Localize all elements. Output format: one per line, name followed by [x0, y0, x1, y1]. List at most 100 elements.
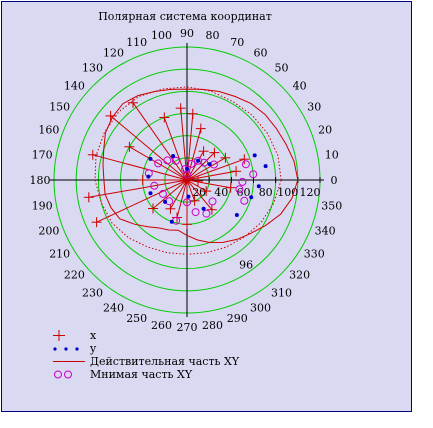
angle-tick-label: 330: [304, 248, 325, 261]
angle-tick-label: 0: [331, 174, 338, 187]
radial-tick-labels: 20 40 60 80 100 120: [192, 186, 320, 199]
angle-tick-label: 100: [151, 29, 172, 42]
series-real-line: [102, 88, 299, 244]
x-marker: [128, 97, 138, 108]
dotted-curve: [94, 86, 282, 255]
y-point: [146, 174, 151, 179]
angle-tick-label: 350: [321, 200, 342, 213]
angle-tick-label: 120: [103, 47, 124, 60]
angle-tick-label: 10: [325, 149, 339, 162]
legend-label: x: [90, 329, 97, 342]
x-marker: [105, 110, 116, 121]
y-point: [201, 206, 206, 211]
y-point: [148, 191, 153, 196]
x-marker: [195, 123, 206, 134]
x-stem: [186, 158, 245, 181]
x-marker: [83, 192, 94, 203]
angle-tick-label: 220: [64, 269, 85, 282]
imag-point: [163, 156, 172, 165]
x-stem: [96, 179, 188, 223]
x-marker: [87, 149, 98, 160]
y-point: [186, 194, 191, 199]
imag-point: [249, 170, 258, 179]
x-stem: [129, 146, 188, 181]
legend-label: y: [90, 342, 97, 355]
legend-symbol-line: [53, 361, 85, 362]
y-point: [148, 156, 153, 161]
legend-symbol-circles: [54, 370, 72, 379]
y-point: [234, 213, 239, 217]
x-marker: [189, 195, 200, 206]
imag-point: [187, 159, 196, 168]
x-marker: [206, 204, 217, 215]
angle-tick-label: 50: [275, 61, 289, 74]
y-point: [169, 219, 174, 224]
imag-point: [240, 196, 249, 205]
angle-tick-label: 250: [126, 312, 147, 325]
legend-label: Мнимая часть XY: [90, 368, 193, 381]
chart-frame: Полярная система координат 0 10 20 30 40 50 60…: [1, 1, 412, 412]
x-marker: [175, 103, 186, 114]
x-marker: [182, 219, 192, 230]
angle-tick-label: 290: [227, 312, 248, 325]
angle-tick-label: 240: [103, 301, 124, 314]
imag-point: [208, 197, 217, 206]
x-marker: [231, 166, 242, 177]
imag-point: [154, 159, 163, 168]
x-marker: [193, 176, 203, 186]
imag-point: [194, 156, 203, 165]
imag-point: [171, 156, 180, 165]
angle-tick-label: 270: [177, 321, 198, 334]
imag-point: [241, 160, 250, 169]
angle-tick-label: 160: [38, 124, 59, 137]
x-stem: [186, 179, 196, 201]
x-stem: [152, 179, 188, 209]
y-point: [249, 195, 254, 200]
angle-tick-label: 300: [250, 301, 271, 314]
angle-tick-label: 340: [315, 224, 336, 237]
x-marker: [148, 203, 158, 214]
angle-tick-label: 130: [82, 61, 103, 74]
x-marker: [137, 175, 148, 185]
x-marker: [220, 152, 231, 163]
x-stem: [92, 154, 188, 181]
angle-tick-label: 90: [180, 27, 194, 40]
legend-symbol-plus: [53, 330, 65, 341]
polar-chart: Полярная система координат 0102030405060…: [30, 10, 343, 334]
series-layer: [83, 86, 299, 255]
x-stem: [186, 150, 205, 181]
x-stem: [186, 157, 226, 181]
chart-title: Полярная система координат: [98, 10, 272, 23]
x-stem: [88, 179, 188, 198]
x-marker: [124, 141, 135, 152]
angle-tick-label: 150: [49, 101, 70, 114]
angle-tick-label: 320: [289, 269, 310, 282]
x-stem: [176, 179, 188, 218]
angle-tick-label: 140: [64, 80, 85, 93]
y-point: [171, 154, 176, 158]
angle-tick-label: 280: [202, 319, 223, 332]
imag-point: [238, 177, 247, 186]
x-marker: [209, 147, 220, 158]
angle-tick-label: 260: [151, 319, 172, 332]
y-point: [256, 184, 261, 189]
angle-tick-label: 30: [307, 101, 321, 114]
angle-tick-label: 210: [49, 248, 70, 261]
y-point: [196, 158, 201, 163]
x-stem: [110, 115, 188, 181]
angle-tick-labels: 0102030405060708090100110120130140150160…: [30, 27, 343, 334]
x-stem: [169, 179, 188, 210]
angle-tick-label: 200: [38, 224, 59, 237]
y-point: [207, 162, 212, 167]
x-marker: [225, 182, 236, 193]
angle-tick-label: 80: [206, 29, 220, 42]
y-point: [185, 166, 189, 171]
radial-tick-label: 40: [214, 186, 228, 199]
radial-tick-label: 80: [259, 186, 273, 199]
radial-tick-label: 120: [300, 186, 321, 199]
imag-point: [183, 198, 191, 207]
x-stem: [186, 179, 207, 192]
imag-point: [159, 189, 167, 198]
imag-point: [150, 181, 159, 190]
y-point: [252, 153, 257, 158]
